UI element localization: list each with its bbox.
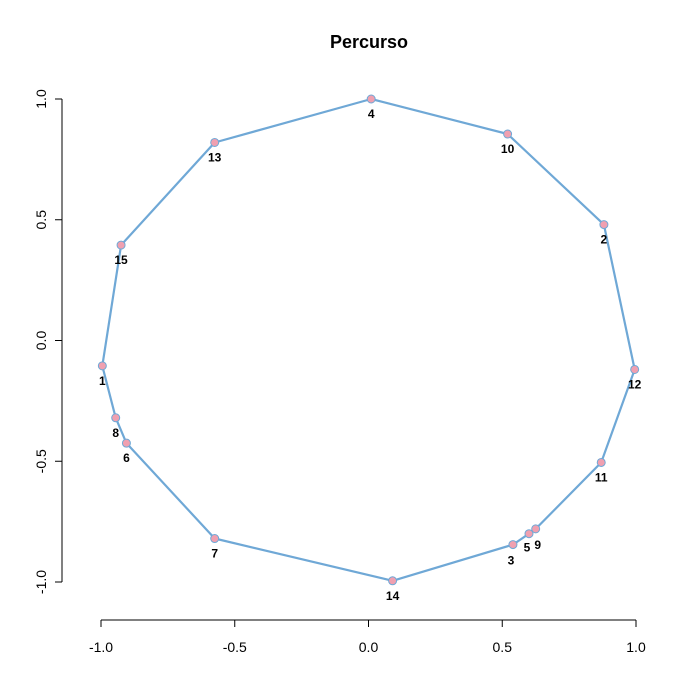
route-path <box>101 97 636 582</box>
x-tick-label: 0.0 <box>359 639 379 655</box>
route-line <box>101 97 636 582</box>
route-point-6 <box>121 438 131 448</box>
x-tick-label: -1.0 <box>89 639 113 655</box>
route-point-9 <box>531 524 541 534</box>
y-tick-label: -1.0 <box>33 570 49 594</box>
point-label-13: 13 <box>208 150 222 164</box>
point-label-9: 9 <box>534 538 541 552</box>
route-point-4 <box>366 94 376 104</box>
point-label-2: 2 <box>601 233 608 247</box>
point-label-1: 1 <box>99 374 106 388</box>
point-label-14: 14 <box>386 589 400 603</box>
route-point-3 <box>508 540 518 550</box>
point-label-15: 15 <box>114 253 128 267</box>
route-point-10 <box>503 129 513 139</box>
route-point-14 <box>388 576 398 586</box>
x-tick-label: -0.5 <box>223 639 247 655</box>
route-point-2 <box>599 220 609 230</box>
route-points <box>97 94 640 586</box>
chart-title: Percurso <box>330 32 408 52</box>
y-tick-label: -0.5 <box>33 449 49 473</box>
point-label-4: 4 <box>368 107 375 121</box>
route-point-12 <box>630 364 640 374</box>
route-point-5 <box>524 529 534 539</box>
point-label-10: 10 <box>501 142 515 156</box>
point-label-7: 7 <box>211 547 218 561</box>
route-point-15 <box>116 240 126 250</box>
y-tick-label: 0.5 <box>33 210 49 230</box>
x-tick-label: 1.0 <box>626 639 646 655</box>
y-tick-label: 1.0 <box>33 89 49 109</box>
point-label-5: 5 <box>524 541 531 555</box>
x-tick-label: 0.5 <box>493 639 513 655</box>
route-point-7 <box>210 534 220 544</box>
route-point-11 <box>596 457 606 467</box>
point-label-11: 11 <box>595 470 608 484</box>
route-point-13 <box>210 137 220 147</box>
axes: -1.0 -0.5 0.0 0.5 1.0 -1.0 -0.5 0.0 0.5 1.0 <box>33 89 646 655</box>
route-point-1 <box>97 361 107 371</box>
point-label-6: 6 <box>123 451 130 465</box>
point-label-8: 8 <box>112 426 119 440</box>
point-label-12: 12 <box>628 377 642 391</box>
point-label-3: 3 <box>508 554 515 568</box>
route-point-8 <box>111 413 121 423</box>
y-tick-label: 0.0 <box>33 331 49 351</box>
